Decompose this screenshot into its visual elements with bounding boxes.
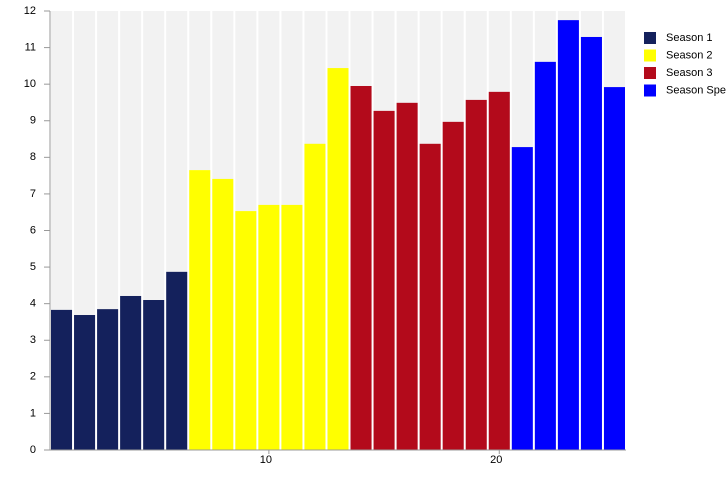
bar bbox=[603, 87, 625, 451]
x-tick-label: 20 bbox=[490, 454, 502, 466]
legend-swatch bbox=[644, 49, 656, 62]
y-tick-label: 0 bbox=[30, 444, 36, 456]
bar bbox=[281, 204, 303, 450]
y-tick-label: 3 bbox=[30, 334, 36, 346]
bar bbox=[442, 121, 464, 450]
legend-swatch bbox=[644, 84, 656, 97]
bar bbox=[74, 315, 96, 450]
bar bbox=[97, 309, 119, 450]
legend-swatch bbox=[644, 67, 656, 79]
y-tick-label: 9 bbox=[30, 115, 36, 127]
bar bbox=[120, 295, 142, 450]
y-tick-label: 1 bbox=[30, 407, 36, 419]
bar bbox=[396, 102, 418, 451]
bar bbox=[258, 204, 280, 450]
y-tick-label: 11 bbox=[25, 41, 36, 53]
y-tick-label: 2 bbox=[30, 371, 36, 383]
bar bbox=[580, 36, 602, 450]
bar bbox=[534, 61, 556, 451]
bar bbox=[350, 85, 372, 450]
bar bbox=[304, 143, 326, 451]
bar bbox=[212, 178, 234, 451]
bar bbox=[419, 143, 441, 451]
bar bbox=[189, 170, 211, 450]
bar bbox=[373, 110, 395, 450]
x-tick-label: 10 bbox=[260, 454, 272, 466]
bar bbox=[557, 20, 579, 450]
bar bbox=[465, 99, 487, 451]
y-tick-label: 10 bbox=[24, 78, 36, 90]
bar bbox=[488, 91, 510, 450]
legend-label: Season 2 bbox=[666, 49, 712, 61]
legend-label: Season Specials bbox=[666, 84, 726, 96]
bar bbox=[235, 211, 257, 450]
y-tick-label: 12 bbox=[24, 5, 36, 17]
y-tick-label: 8 bbox=[30, 151, 36, 163]
bar bbox=[51, 309, 73, 450]
legend-label: Season 3 bbox=[666, 67, 712, 79]
legend-swatch bbox=[644, 32, 656, 44]
bar bbox=[166, 271, 188, 450]
y-tick-label: 7 bbox=[30, 188, 36, 200]
y-tick-label: 5 bbox=[30, 261, 36, 273]
legend-label: Season 1 bbox=[666, 32, 712, 44]
bar bbox=[327, 68, 349, 450]
y-tick-label: 4 bbox=[30, 298, 36, 310]
y-tick-label: 6 bbox=[30, 224, 36, 236]
bar bbox=[143, 300, 165, 450]
bar bbox=[511, 147, 533, 450]
